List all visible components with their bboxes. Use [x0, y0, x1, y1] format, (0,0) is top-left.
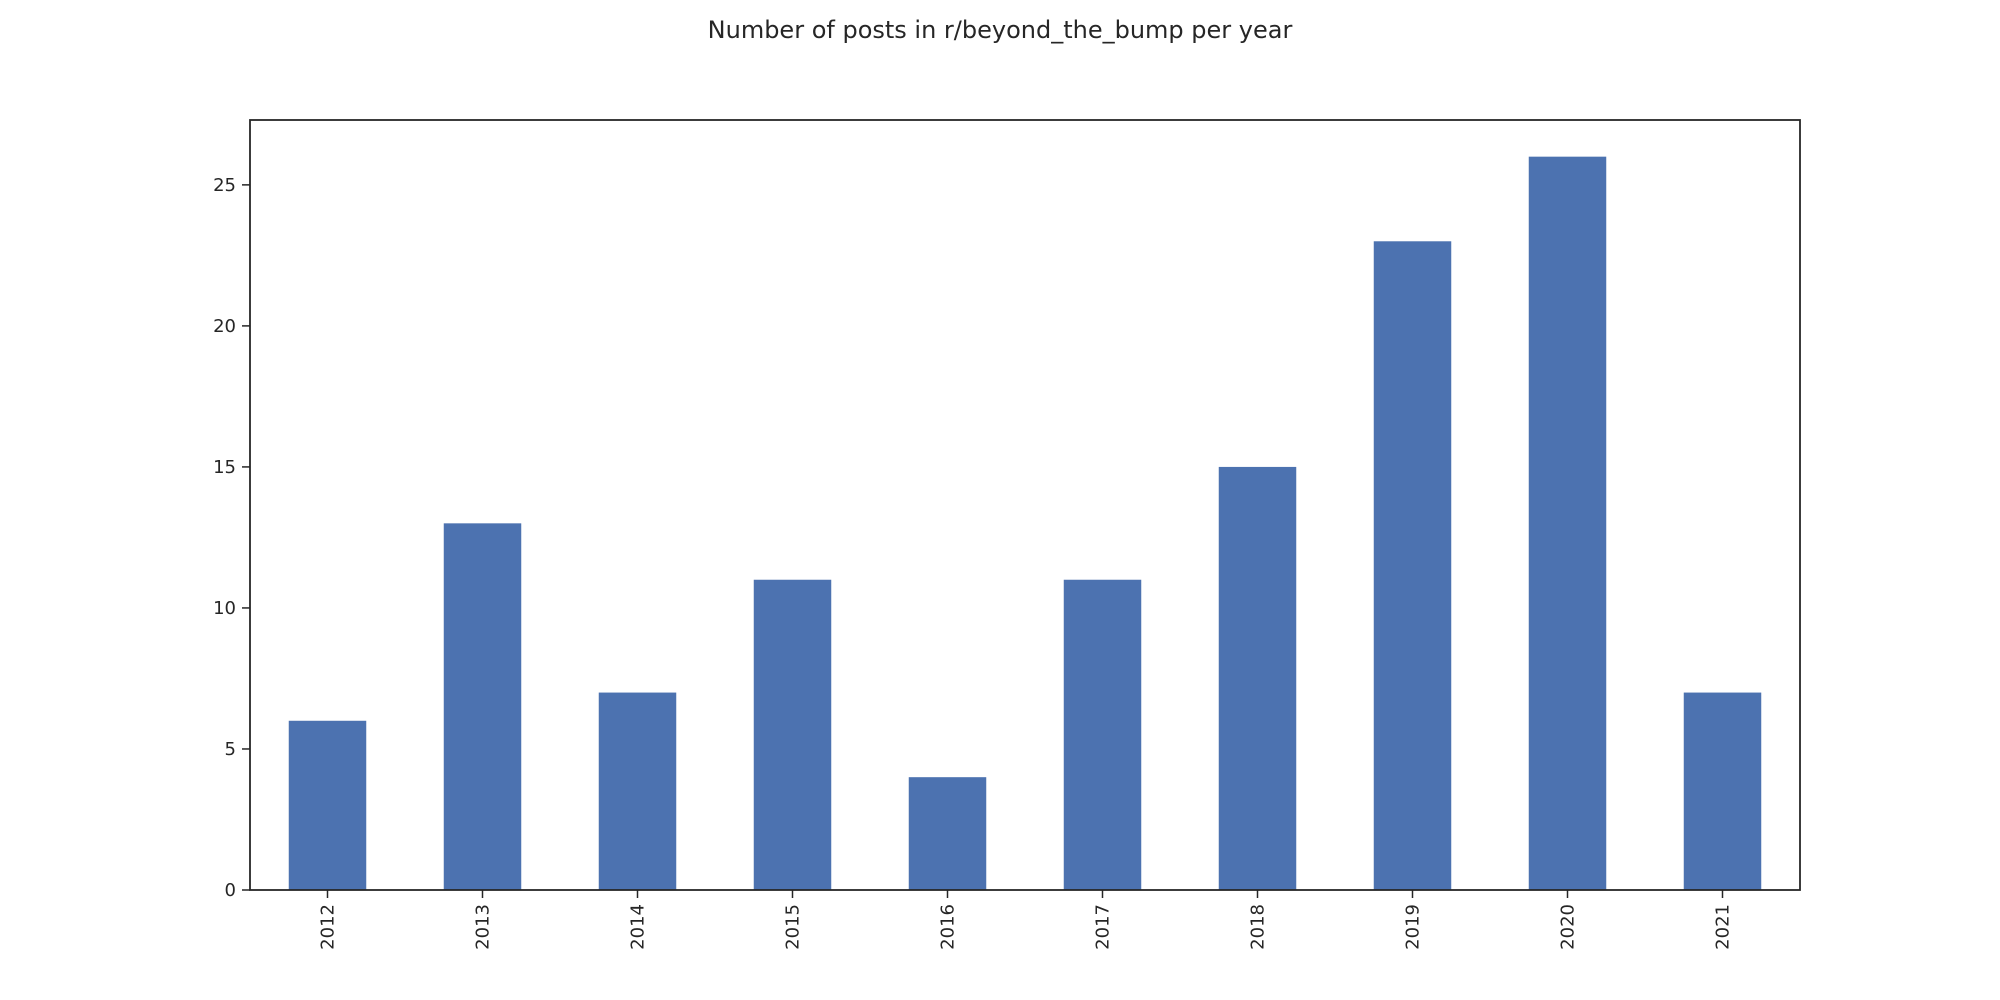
- x-tick-label-2018: 2018: [1248, 904, 1269, 950]
- y-tick-label: 25: [213, 175, 236, 196]
- bar-2012: [288, 720, 367, 890]
- x-tick-label-2013: 2013: [473, 904, 494, 950]
- bar-2020: [1528, 156, 1607, 890]
- x-tick-label-2016: 2016: [938, 904, 959, 950]
- bar-2019: [1373, 241, 1452, 891]
- bar-2016: [908, 777, 987, 890]
- y-axis: 0 5 10 15 20 25: [213, 175, 250, 901]
- y-tick-label: 5: [225, 739, 236, 760]
- x-tick-label-2017: 2017: [1093, 904, 1114, 950]
- y-tick-label: 0: [225, 880, 236, 901]
- bar-2021: [1683, 692, 1762, 890]
- plot-frame: [249, 119, 1801, 891]
- x-axis: 2012 2013 2014 2015 2016 2017 2018 2019 2020 2021: [318, 890, 1734, 950]
- x-tick-label-2014: 2014: [628, 904, 649, 950]
- bar-2014: [598, 692, 677, 890]
- bar-2018: [1218, 466, 1297, 890]
- x-tick-label-2020: 2020: [1558, 904, 1579, 950]
- x-tick-label-2021: 2021: [1713, 904, 1734, 950]
- x-tick-label-2015: 2015: [783, 904, 804, 950]
- x-tick-label-2012: 2012: [318, 904, 339, 950]
- bar-2017: [1063, 579, 1142, 890]
- y-tick-label: 20: [213, 316, 236, 337]
- y-tick-label: 10: [213, 598, 236, 619]
- y-tick-label: 15: [213, 457, 236, 478]
- bar-2013: [443, 523, 522, 890]
- x-tick-label-2019: 2019: [1403, 904, 1424, 950]
- bar-2015: [753, 579, 832, 890]
- chart-title: Number of posts in r/beyond_the_bump per…: [708, 16, 1293, 44]
- bars-layer: [288, 156, 1762, 891]
